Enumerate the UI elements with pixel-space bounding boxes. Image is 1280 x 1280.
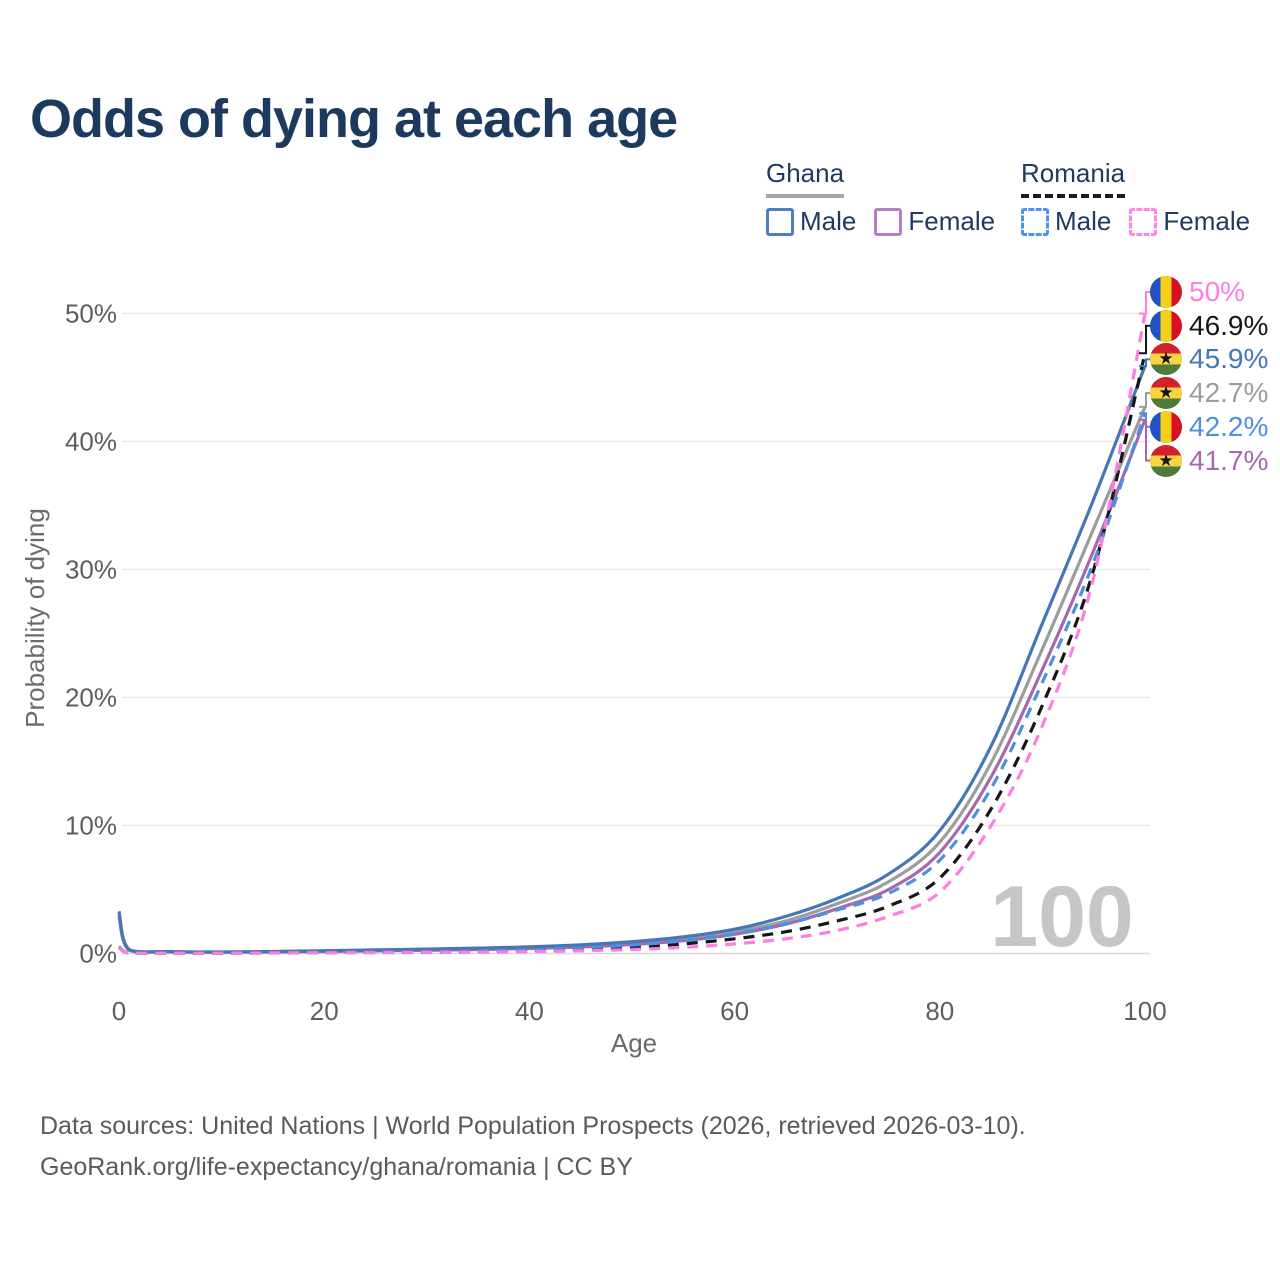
ghana-flag-icon: ★ xyxy=(1150,343,1182,376)
x-tick-label: 100 xyxy=(1123,996,1166,1026)
legend-ghana-male-swatch[interactable] xyxy=(766,207,794,236)
series-line-ghana-male[interactable] xyxy=(117,365,1147,954)
end-label-row-romania-female: 50% xyxy=(1150,276,1245,308)
y-tick-label: 0% xyxy=(79,939,117,969)
connector-ghana-male xyxy=(1139,358,1150,367)
x-tick-label: 80 xyxy=(925,996,954,1026)
series-lines xyxy=(117,313,1147,955)
legend-group-ghana: Ghana Male Female xyxy=(766,158,1013,237)
legend-ghana-title[interactable]: Ghana xyxy=(766,158,845,198)
x-tick-label: 40 xyxy=(515,996,544,1026)
ghana-star-icon: ★ xyxy=(1158,349,1174,369)
series-line-romania-female[interactable] xyxy=(118,313,1147,955)
end-label-row-ghana-female: ★ 41.7% xyxy=(1150,444,1269,477)
x-tick-label: 60 xyxy=(720,996,749,1026)
ghana-flag-icon: ★ xyxy=(1150,444,1182,477)
y-tick-label: 30% xyxy=(65,555,117,585)
romania-flag-icon xyxy=(1150,309,1182,342)
age-watermark: 100 xyxy=(990,869,1134,965)
end-label-value-ghana: 42.7% xyxy=(1189,377,1269,409)
end-label-row-romania-male: 42.2% xyxy=(1150,410,1269,443)
legend-group-romania: Romania Male Female xyxy=(1021,158,1268,237)
gridlines xyxy=(122,312,1150,955)
y-tick-label: 20% xyxy=(65,683,117,713)
legend-romania-title[interactable]: Romania xyxy=(1021,158,1126,198)
axis-titles: Age Probability of dying xyxy=(20,508,657,1058)
legend-ghana-female-swatch[interactable] xyxy=(874,207,903,236)
connector-romania xyxy=(1139,324,1150,355)
axis-ticks: 0% 10% 20% 30% 40% 50% 0 20 40 60 80 100 xyxy=(65,299,1167,1027)
y-axis-title: Probability of dying xyxy=(20,508,50,728)
end-label-value-ghana-male: 45.9% xyxy=(1189,343,1269,375)
end-label-row-ghana-male: ★ 45.9% xyxy=(1150,343,1269,376)
legend-romania-male-swatch[interactable] xyxy=(1021,207,1049,236)
footer-data-sources: Data sources: United Nations | World Pop… xyxy=(40,1112,1026,1140)
x-axis-title: Age xyxy=(611,1028,657,1058)
footer: Data sources: United Nations | World Pop… xyxy=(40,1106,1026,1188)
x-tick-label: 20 xyxy=(310,996,339,1026)
legend-ghana-male-label[interactable]: Male xyxy=(800,206,857,236)
legend-romania-female-swatch[interactable] xyxy=(1129,207,1158,236)
series-line-romania[interactable] xyxy=(117,352,1147,955)
hover-age-watermark: 100 xyxy=(990,869,1134,965)
legend-romania-items: Male Female xyxy=(1021,206,1268,237)
y-tick-label: 40% xyxy=(65,427,117,457)
end-label-value-romania-female: 50% xyxy=(1189,276,1246,307)
ghana-flag-icon: ★ xyxy=(1150,377,1182,410)
end-label-row-ghana: ★ 42.7% xyxy=(1150,377,1269,410)
romania-flag-icon xyxy=(1150,410,1182,443)
end-label-connectors xyxy=(1139,291,1150,462)
legend-romania-female-label[interactable]: Female xyxy=(1163,206,1251,236)
ghana-star-icon: ★ xyxy=(1158,383,1174,403)
x-tick-label: 0 xyxy=(112,996,126,1026)
end-label-value-romania-male: 42.2% xyxy=(1189,410,1269,442)
connector-ghana-female xyxy=(1139,418,1150,462)
legend-ghana-female-label[interactable]: Female xyxy=(908,206,996,236)
footer-attribution-link[interactable]: GeoRank.org/life-expectancy/ghana/romani… xyxy=(40,1153,633,1181)
end-label-value-ghana-female: 41.7% xyxy=(1189,444,1269,476)
y-tick-label: 50% xyxy=(65,299,117,329)
end-label-value-romania: 46.9% xyxy=(1189,309,1269,341)
connector-ghana xyxy=(1139,392,1150,408)
end-label-row-romania: 46.9% xyxy=(1150,309,1269,342)
legend-romania-male-label[interactable]: Male xyxy=(1055,206,1112,236)
y-tick-label: 10% xyxy=(65,811,117,841)
ghana-star-icon: ★ xyxy=(1158,450,1174,470)
page-title: Odds of dying at each age xyxy=(30,89,678,149)
romania-flag-icon xyxy=(1150,276,1182,308)
series-line-romania-male[interactable] xyxy=(117,412,1147,955)
legend-ghana-items: Male Female xyxy=(766,206,1013,237)
connector-romania-female xyxy=(1139,291,1150,315)
